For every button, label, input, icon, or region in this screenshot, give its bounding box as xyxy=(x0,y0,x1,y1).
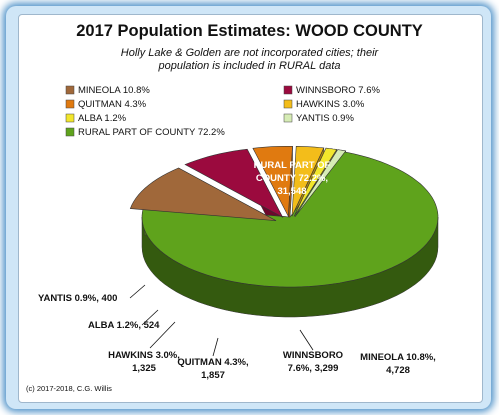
legend-label-winnsboro: WINNSBORO 7.6% xyxy=(296,85,380,96)
chart-subtitle-line-2: population is included in RURAL data xyxy=(158,60,341,72)
pie-slice-quitman xyxy=(252,146,293,218)
data-label-winnsboro-line-1: WINNSBORO xyxy=(283,350,343,361)
legend-label-alba: ALBA 1.2% xyxy=(78,113,127,124)
pie-slice-hawkins xyxy=(291,145,325,217)
legend-label-mineola: MINEOLA 10.8% xyxy=(78,85,150,96)
data-label-alba-line-1: ALBA 1.2%, 524 xyxy=(88,320,160,331)
legend-swatch-quitman xyxy=(65,99,75,109)
data-label-yantis-line-1: YANTIS 0.9%, 400 xyxy=(38,293,117,304)
data-label-hawkins-line-2: 1,325 xyxy=(132,363,156,374)
pie-slice-rural-part-of-county xyxy=(141,150,439,288)
data-label-rural-part-of-county-line-1: RURAL PART OF xyxy=(254,160,331,171)
pie-slice-winnsboro xyxy=(184,148,284,218)
legend-swatch-hawkins xyxy=(283,99,293,109)
legend-swatch-winnsboro xyxy=(283,85,293,95)
pie-slice-mineola xyxy=(129,167,277,221)
legend-swatch-rural-part-of-county xyxy=(65,127,75,137)
legend-swatch-alba xyxy=(65,113,75,123)
leader-line-alba xyxy=(141,309,159,326)
legend-swatch-mineola xyxy=(65,85,75,95)
legend-label-yantis: YANTIS 0.9% xyxy=(296,113,354,124)
data-label-quitman-line-1: QUITMAN 4.3%, xyxy=(177,357,248,368)
data-labels: RURAL PART OF COUNTY 72.2%, 31,548 MINEOLA … xyxy=(38,160,436,381)
pie-top-faces xyxy=(129,145,439,288)
legend-label-hawkins: HAWKINS 3.0% xyxy=(296,99,365,110)
data-label-quitman-line-2: 1,857 xyxy=(201,370,225,381)
data-label-rural-part-of-county-line-3: 31,548 xyxy=(277,186,306,197)
leader-line-hawkins xyxy=(149,321,176,349)
leader-line-yantis xyxy=(129,284,146,299)
chart-title: 2017 Population Estimates: WOOD COUNTY xyxy=(76,22,423,40)
data-label-winnsboro-line-2: 7.6%, 3,299 xyxy=(288,363,339,374)
pie-slice-alba xyxy=(293,147,338,217)
leader-line-winnsboro xyxy=(299,329,314,351)
chart-subtitle-line-1: Holly Lake & Golden are not incorporated… xyxy=(120,47,379,59)
pie-slice-yantis xyxy=(294,149,347,217)
chart-legend: MINEOLA 10.8% WINNSBORO 7.6% QUITMAN 4.3% H… xyxy=(65,85,380,138)
leader-line-quitman xyxy=(212,337,219,357)
data-label-mineola-line-2: 4,728 xyxy=(386,365,410,376)
data-label-mineola-line-1: MINEOLA 10.8%, xyxy=(360,352,436,363)
legend-swatch-yantis xyxy=(283,113,293,123)
legend-label-quitman: QUITMAN 4.3% xyxy=(78,99,147,110)
data-label-hawkins-line-1: HAWKINS 3.0%, xyxy=(108,350,180,361)
data-label-rural-part-of-county-line-2: COUNTY 72.2%, xyxy=(256,173,328,184)
copyright-credit: (c) 2017-2018, C.G. Willis xyxy=(26,384,112,393)
legend-label-rural-part-of-county: RURAL PART OF COUNTY 72.2% xyxy=(78,127,225,138)
leader-lines xyxy=(129,284,314,357)
